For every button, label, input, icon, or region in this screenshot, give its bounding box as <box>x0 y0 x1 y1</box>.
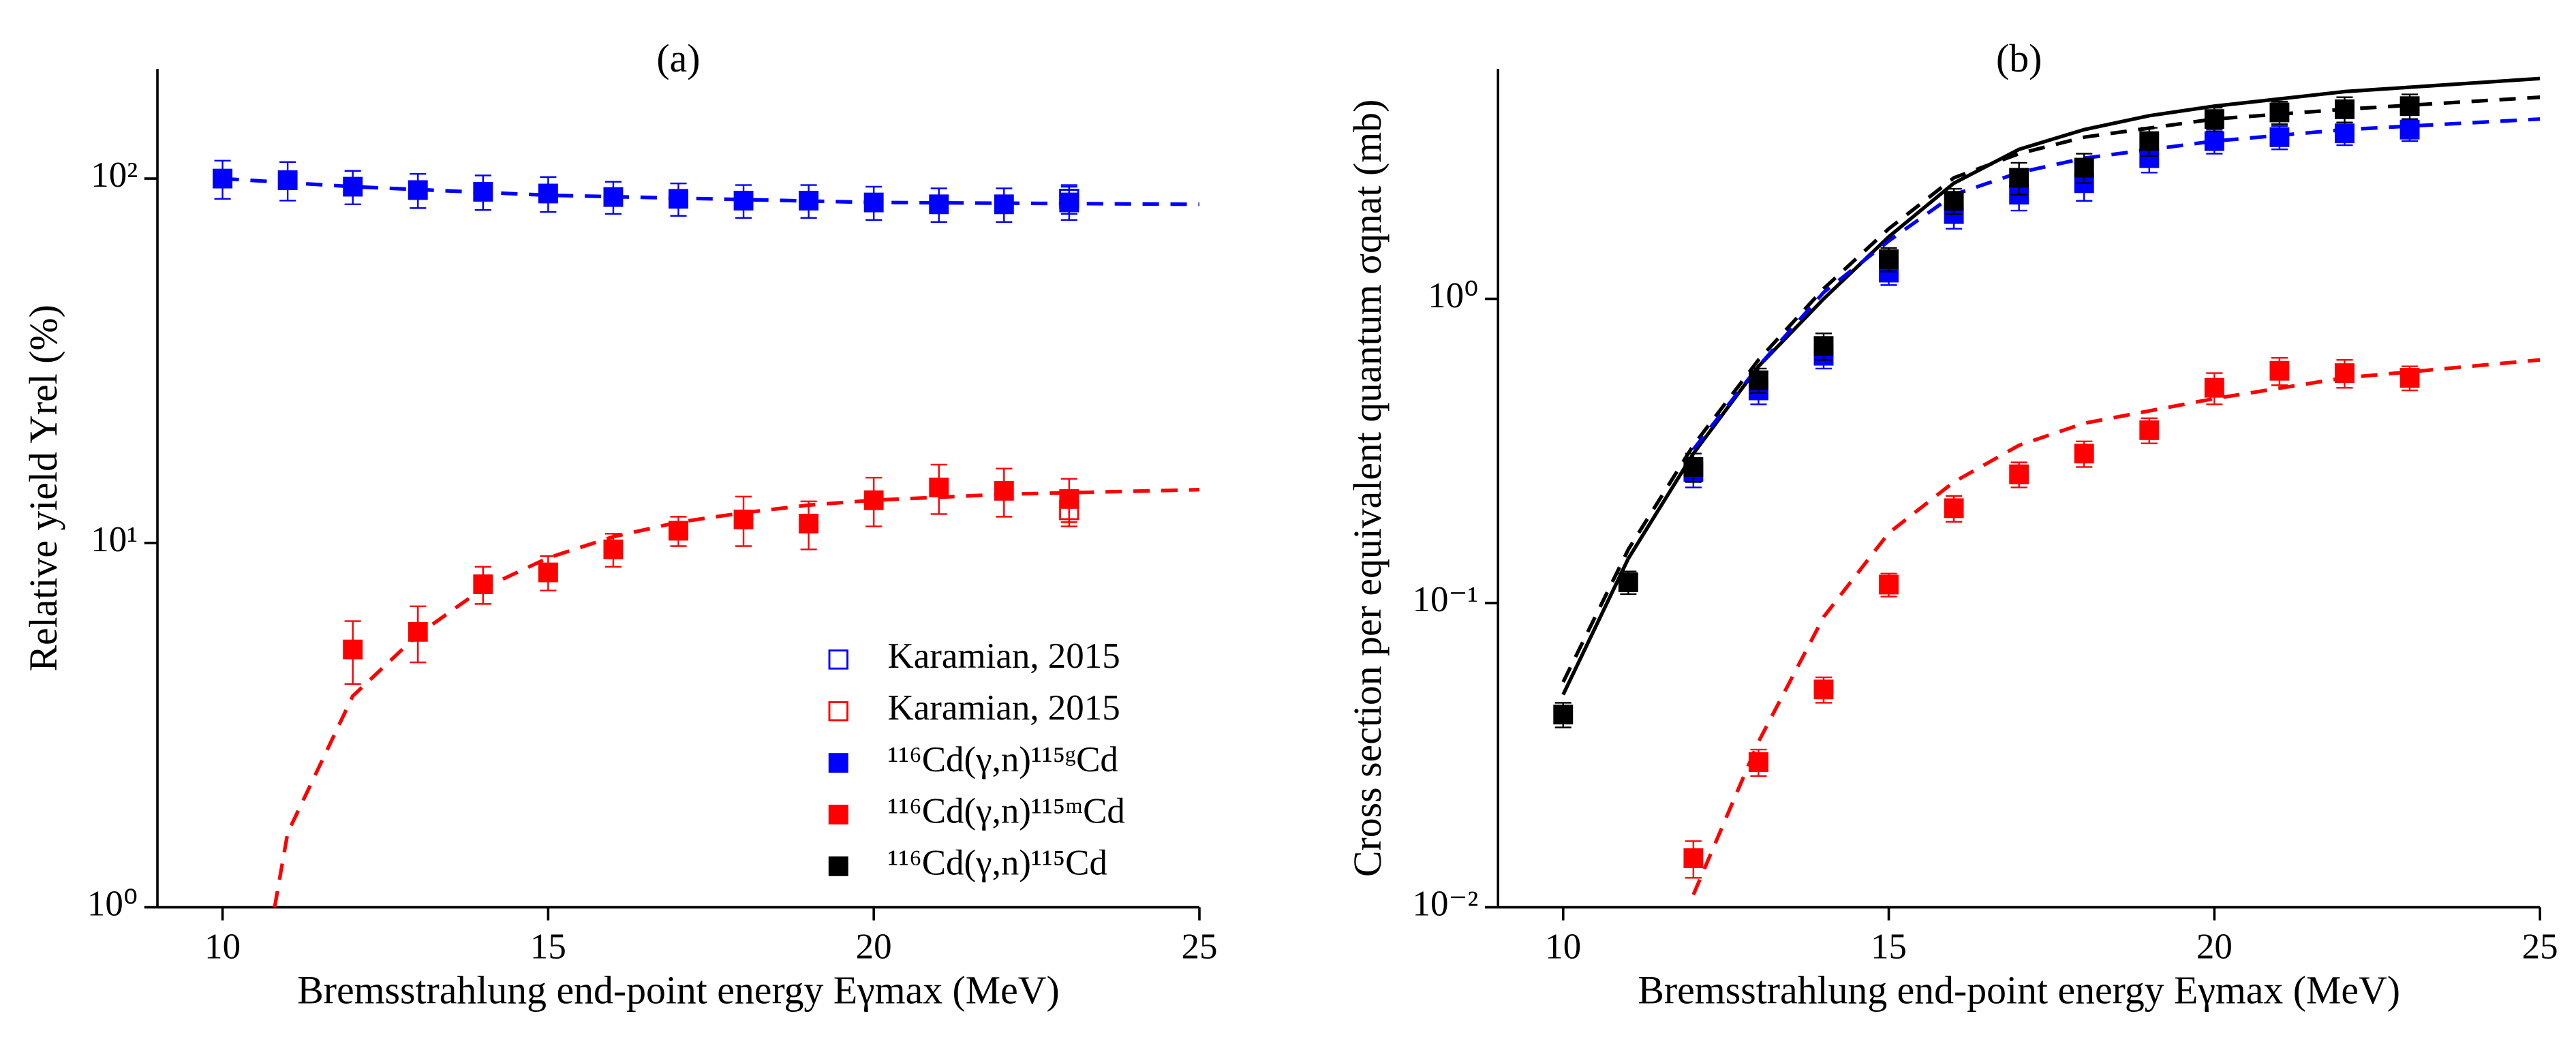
data-point <box>2269 127 2290 147</box>
model-curve <box>1561 95 2541 683</box>
data-point <box>473 574 493 594</box>
data-point <box>277 170 298 190</box>
data-point <box>2139 131 2160 151</box>
data-point <box>1748 752 1768 772</box>
x-axis-label: Bremsstrahlung end-point energy Eγmax (M… <box>1638 969 2400 1012</box>
panel-title: (b) <box>1996 37 2042 80</box>
data-point <box>733 190 754 211</box>
data-point <box>929 477 949 497</box>
model-curve <box>1691 358 2541 896</box>
x-tick-label: 10 <box>1545 927 1581 966</box>
legend-marker <box>828 649 848 670</box>
data-point <box>799 513 819 534</box>
y-tick-label: 10⁰ <box>1428 276 1478 315</box>
legend-marker <box>828 856 848 876</box>
model-curve <box>222 176 1199 206</box>
data-point <box>1683 848 1704 868</box>
data-point <box>538 562 558 583</box>
legend-label: Karamian, 2015 <box>887 636 1120 676</box>
data-point <box>2074 444 2094 464</box>
x-tick-label: 15 <box>530 927 566 966</box>
y-tick-label: 10² <box>91 155 138 195</box>
y-tick-label: 10⁻² <box>1412 884 1478 924</box>
data-point <box>2335 99 2355 119</box>
data-point <box>343 176 363 197</box>
data-point <box>733 509 754 529</box>
data-point <box>669 521 688 541</box>
data-point <box>2204 109 2224 129</box>
plot-area <box>213 159 1199 908</box>
y-axis-label: Cross section per equivalent quantum σqn… <box>1347 99 1390 877</box>
x-tick-label: 25 <box>2522 927 2558 966</box>
legend-marker <box>828 805 848 824</box>
data-point <box>2269 360 2290 381</box>
panel-title: (a) <box>656 37 700 80</box>
data-point <box>2074 157 2094 178</box>
data-point <box>929 194 949 215</box>
y-tick-label: 10¹ <box>91 520 138 559</box>
data-point <box>2139 420 2160 440</box>
data-point <box>1944 191 1964 211</box>
model-curve <box>1691 117 2541 451</box>
data-point <box>994 194 1014 215</box>
data-point <box>2399 368 2420 388</box>
data-point <box>603 187 624 207</box>
data-point <box>473 182 493 202</box>
data-point <box>603 539 624 559</box>
legend-label: ¹¹⁶Cd(γ,n)¹¹⁵Cd <box>887 843 1107 882</box>
legend-label: Karamian, 2015 <box>887 688 1120 728</box>
legend-marker <box>828 701 848 722</box>
data-point <box>2335 123 2355 144</box>
data-point <box>343 639 363 660</box>
model-curve <box>1561 76 2541 696</box>
data-point <box>1748 370 1768 390</box>
data-point <box>2009 464 2029 484</box>
x-tick-label: 20 <box>856 927 892 966</box>
data-point <box>2335 363 2355 384</box>
data-point <box>1683 457 1704 477</box>
data-point <box>1813 679 1834 700</box>
data-point <box>2399 96 2420 117</box>
data-point <box>1879 249 1899 269</box>
data-point <box>994 480 1014 501</box>
y-axis-label: Relative yield Yrel (%) <box>22 305 65 671</box>
y-tick-label: 10⁻¹ <box>1412 580 1478 619</box>
data-point <box>1813 336 1834 356</box>
data-point <box>2269 102 2290 123</box>
data-point <box>213 168 233 189</box>
data-point <box>2204 377 2224 398</box>
data-point <box>669 189 688 209</box>
x-tick-label: 15 <box>1871 927 1907 966</box>
x-tick-label: 20 <box>2196 927 2233 966</box>
data-point <box>2399 119 2420 140</box>
data-point <box>1944 498 1964 519</box>
legend-label: ¹¹⁶Cd(γ,n)¹¹⁵ᵍCd <box>887 740 1118 779</box>
x-axis-label: Bremsstrahlung end-point energy Eγmax (M… <box>297 969 1060 1012</box>
legend-marker <box>828 753 848 773</box>
data-point <box>408 180 428 200</box>
data-point <box>863 490 884 510</box>
x-tick-label: 25 <box>1181 927 1217 966</box>
legend-label: ¹¹⁶Cd(γ,n)¹¹⁵ᵐCd <box>887 792 1124 831</box>
plot-area <box>1553 76 2541 896</box>
y-tick-label: 10⁰ <box>87 884 138 924</box>
data-point <box>538 183 558 204</box>
data-point <box>2204 131 2224 151</box>
x-tick-label: 10 <box>204 927 241 966</box>
data-point <box>408 621 428 642</box>
data-point <box>1553 705 1574 725</box>
data-point <box>863 192 884 213</box>
data-point <box>2009 168 2029 188</box>
data-point <box>1059 489 1079 509</box>
data-point <box>1879 574 1899 595</box>
data-point <box>799 190 819 211</box>
data-point <box>1059 192 1079 213</box>
data-point <box>1618 572 1638 593</box>
